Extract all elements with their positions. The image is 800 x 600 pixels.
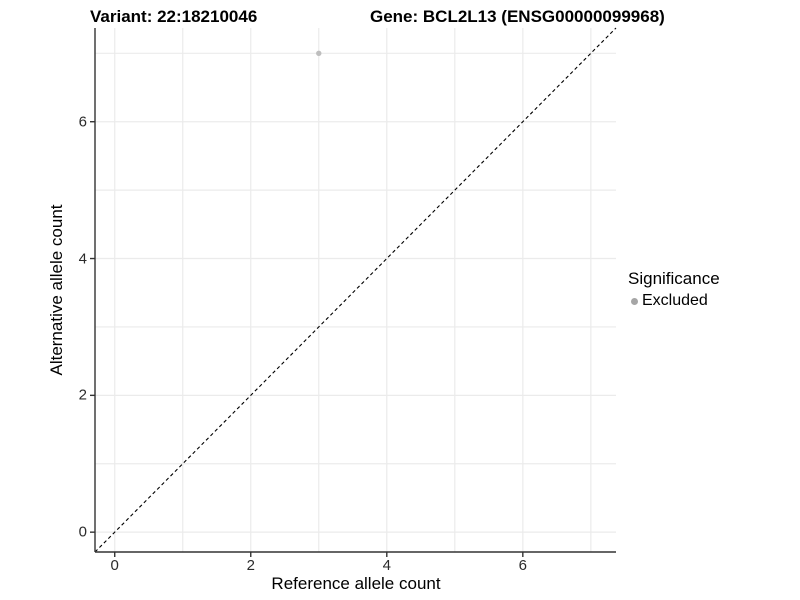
x-tick-label: 4 xyxy=(382,557,391,574)
legend-item-label: Excluded xyxy=(642,292,708,309)
x-tick-label: 0 xyxy=(110,557,119,574)
y-tick-label: 0 xyxy=(78,523,87,541)
plot-title-variant: Variant: 22:18210046 xyxy=(90,7,258,26)
legend-point-icon xyxy=(631,297,638,305)
legend: Significance Excluded xyxy=(628,269,720,310)
data-point xyxy=(316,50,322,57)
y-axis-title: Alternative allele count xyxy=(47,204,66,376)
x-tick-label: 6 xyxy=(518,557,527,574)
legend-title: Significance xyxy=(628,269,720,288)
y-tick-label: 6 xyxy=(78,113,87,131)
x-axis-title: Reference allele count xyxy=(271,574,441,593)
x-tick-label: 2 xyxy=(246,557,255,574)
y-tick-label: 4 xyxy=(78,250,87,268)
y-tick-label: 2 xyxy=(78,386,87,404)
legend-item-excluded: Excluded xyxy=(631,292,720,310)
identity-line xyxy=(94,27,617,553)
plot-title-gene: Gene: BCL2L13 (ENSG00000099968) xyxy=(370,7,665,26)
